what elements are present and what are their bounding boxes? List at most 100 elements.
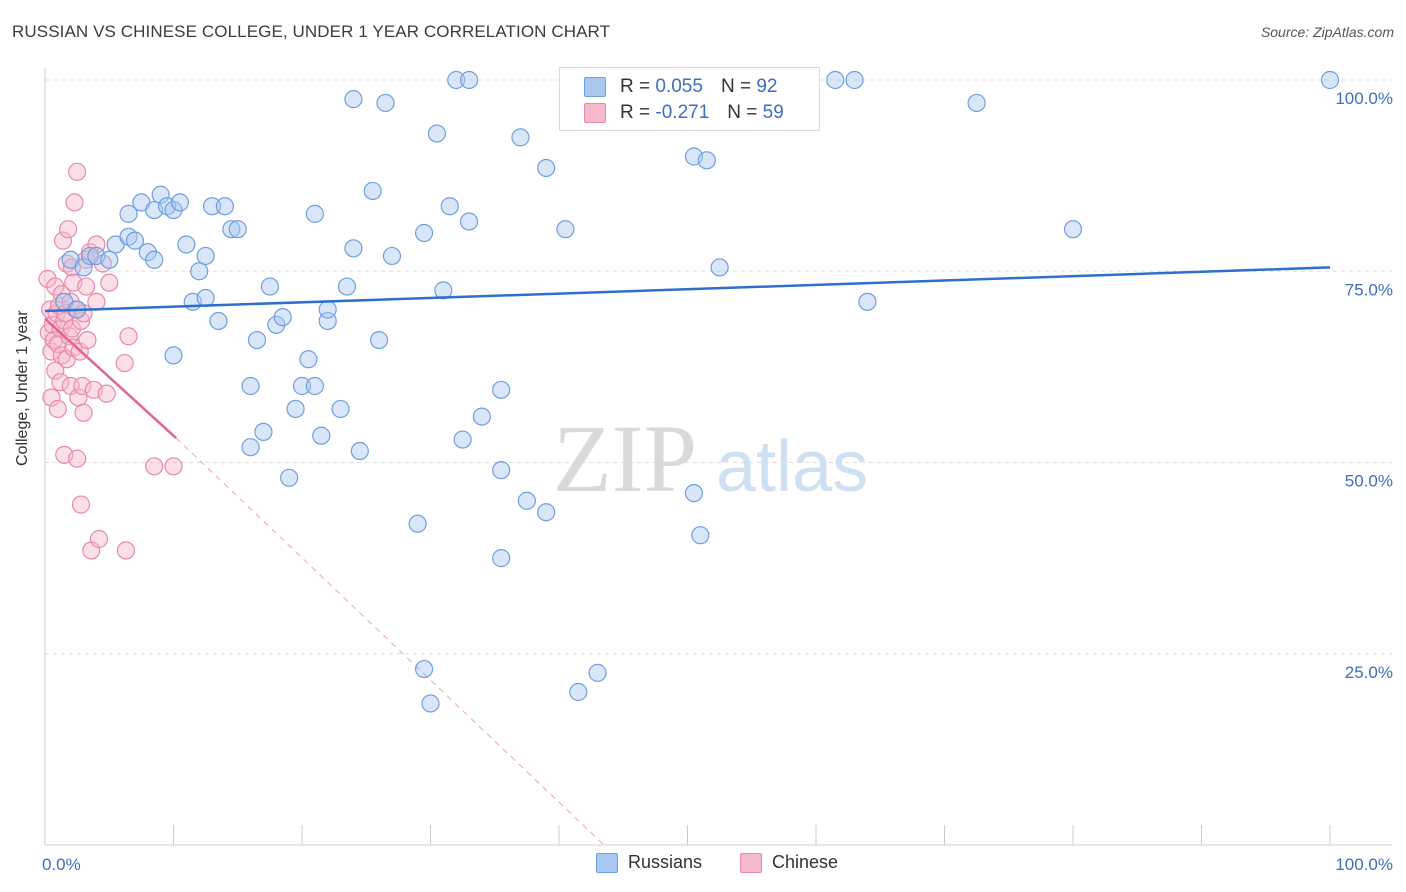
legend-row-chinese: R = -0.271 N = 59 xyxy=(584,101,784,125)
russians-swatch xyxy=(584,77,606,97)
chinese-point xyxy=(51,373,70,392)
chinese-point xyxy=(38,269,57,288)
chinese-point xyxy=(71,495,91,514)
watermark-atlas: atlas xyxy=(716,427,868,507)
chinese-point xyxy=(46,361,65,380)
russians-point xyxy=(331,399,350,419)
russians-point xyxy=(492,461,511,480)
russians-point xyxy=(691,526,710,545)
russians-point xyxy=(228,220,247,239)
russians-point xyxy=(241,438,260,457)
chinese-n-value: 59 xyxy=(762,102,784,123)
russians-point xyxy=(569,682,588,702)
y-tick-label: 75.0% xyxy=(1345,280,1393,299)
russians-points xyxy=(55,70,1340,713)
russians-point xyxy=(286,399,305,419)
russians-point xyxy=(164,346,183,365)
russians-point xyxy=(511,128,530,147)
chinese-point xyxy=(115,353,134,373)
chinese-legend-swatch xyxy=(740,852,762,873)
russians-point xyxy=(459,212,479,231)
russians-point xyxy=(177,235,196,254)
chinese-swatch xyxy=(584,103,606,123)
russians-point xyxy=(337,277,357,296)
russians-point xyxy=(273,308,292,327)
russians-point xyxy=(100,250,119,269)
russians-point xyxy=(492,380,511,399)
y-tick-label: 25.0% xyxy=(1345,663,1393,682)
y-tick-label: 100.0% xyxy=(1335,89,1393,108)
russians-point xyxy=(318,300,337,319)
chinese-point xyxy=(73,376,92,396)
russians-point xyxy=(292,376,312,396)
y-axis-label: College, Under 1 year xyxy=(14,310,31,466)
russians-point xyxy=(370,331,389,350)
chinese-legend-label: Chinese xyxy=(772,852,839,872)
russians-n-value: 92 xyxy=(756,76,778,97)
russians-point xyxy=(459,70,479,90)
chinese-points xyxy=(38,162,183,560)
x-tick-labels: 0.0% 100.0% xyxy=(42,855,1393,874)
chinese-point xyxy=(42,388,61,407)
russians-point xyxy=(254,422,273,441)
russians-point xyxy=(408,514,427,533)
chinese-point xyxy=(89,529,109,549)
source-label: Source: ZipAtlas.com xyxy=(1260,24,1394,40)
chinese-point xyxy=(164,457,183,476)
russians-point xyxy=(299,350,318,369)
russians-point xyxy=(453,430,472,449)
russians-legend-swatch xyxy=(596,852,618,873)
russians-point xyxy=(588,663,607,682)
russians-point xyxy=(414,223,434,243)
russians-trend-line xyxy=(44,266,1331,313)
russians-point xyxy=(202,197,222,216)
watermark-zip: ZIP xyxy=(553,405,697,512)
russians-point xyxy=(80,246,100,266)
russians-point xyxy=(684,484,704,503)
russians-point xyxy=(151,185,170,204)
russians-point xyxy=(190,262,209,281)
russians-point xyxy=(170,193,190,212)
russians-n-label: N = xyxy=(720,76,752,97)
legend-item-russians: Russians xyxy=(596,852,702,873)
russians-point xyxy=(382,246,402,266)
russians-point xyxy=(305,204,324,223)
chinese-r-value: -0.271 xyxy=(655,102,710,123)
legend-item-chinese: Chinese xyxy=(740,852,838,873)
russians-point xyxy=(556,220,575,239)
watermark: ZIP atlas xyxy=(553,405,868,512)
chinese-point xyxy=(74,403,93,422)
chart-title: RUSSIAN VS CHINESE COLLEGE, UNDER 1 YEAR… xyxy=(12,22,611,41)
russians-point xyxy=(414,659,434,679)
russians-point xyxy=(472,407,491,426)
russians-point xyxy=(145,250,164,269)
chinese-trend-extension xyxy=(175,437,605,846)
russians-point xyxy=(537,158,556,178)
russians-point xyxy=(247,331,267,350)
russians-point xyxy=(440,197,459,216)
russians-r-label: R = xyxy=(620,76,651,97)
russians-point xyxy=(119,204,138,223)
chinese-r-label: R = xyxy=(620,102,651,123)
russians-point xyxy=(344,90,363,109)
y-tick-label: 50.0% xyxy=(1345,472,1393,491)
y-tick-labels: 25.0% 50.0% 75.0% 100.0% xyxy=(1335,89,1393,682)
chinese-point xyxy=(59,220,78,239)
russians-point xyxy=(434,281,453,300)
russians-point xyxy=(710,258,729,277)
russians-point xyxy=(74,258,93,277)
russians-point xyxy=(363,181,382,201)
x-tick-label-max: 100.0% xyxy=(1335,855,1393,874)
russians-point xyxy=(826,70,845,90)
russians-point xyxy=(421,694,440,713)
chinese-point xyxy=(116,541,136,560)
chinese-point xyxy=(145,457,164,476)
russians-point xyxy=(858,292,877,311)
russians-point xyxy=(260,277,279,296)
chinese-point xyxy=(97,384,116,403)
chinese-n-label: N = xyxy=(727,102,758,123)
russians-point xyxy=(196,246,215,266)
russians-point xyxy=(967,93,986,113)
russians-point xyxy=(492,549,511,568)
russians-point xyxy=(1320,70,1340,90)
